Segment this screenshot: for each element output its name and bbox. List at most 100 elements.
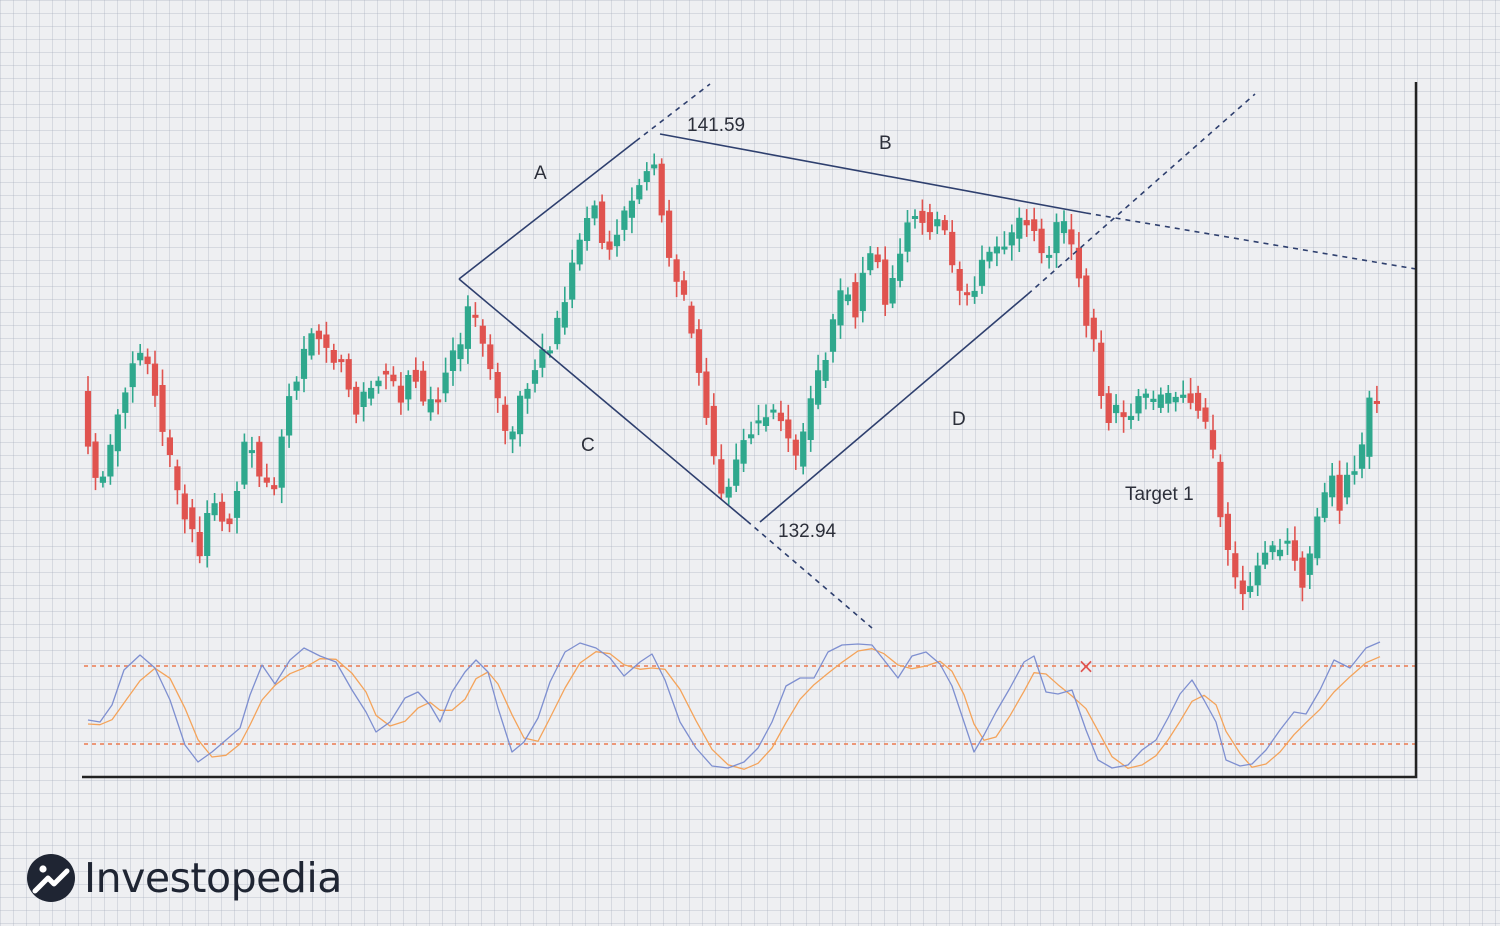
candle-down	[315, 324, 322, 355]
candle-body	[1329, 475, 1336, 498]
candle-up	[1142, 388, 1149, 410]
candle-up	[360, 382, 367, 422]
candle-body	[420, 370, 427, 402]
candle-down	[159, 369, 166, 446]
candle-up	[464, 295, 471, 364]
candle-body	[1195, 392, 1202, 411]
candle-up	[725, 478, 732, 505]
candle-down	[1291, 526, 1298, 571]
candle-body	[606, 241, 613, 250]
candle-body	[1150, 398, 1157, 402]
candle-body	[196, 532, 203, 557]
candle-body	[166, 437, 173, 455]
candle-body	[1068, 229, 1075, 245]
candle-body	[636, 185, 643, 200]
candle-up	[554, 310, 561, 350]
candle-up	[286, 383, 293, 448]
pattern-label-c: C	[581, 435, 595, 456]
candle-down	[882, 246, 889, 316]
candle-up	[621, 206, 628, 241]
candle-body	[956, 269, 963, 291]
candle-down	[435, 387, 442, 415]
candle-body	[219, 501, 226, 522]
candle-down	[710, 393, 717, 465]
candle-up	[934, 211, 941, 234]
price-high-label: 141.59	[687, 115, 745, 136]
candle-body	[1135, 396, 1142, 414]
candle-down	[777, 400, 784, 432]
candle-up	[300, 336, 308, 393]
candle-body	[412, 369, 419, 382]
candle-up	[897, 238, 904, 288]
candle-up	[1127, 403, 1135, 429]
candle-up	[122, 387, 129, 429]
candle-body	[1187, 393, 1194, 403]
candle-up	[457, 332, 464, 372]
candle-down	[703, 357, 710, 425]
candle-body	[1001, 246, 1008, 250]
candle-body	[427, 399, 434, 413]
candle-body	[271, 485, 278, 490]
candle-body	[718, 459, 725, 494]
candle-up	[405, 370, 412, 411]
candle-body	[360, 391, 367, 407]
candle-body	[397, 385, 404, 403]
candle-body	[666, 210, 673, 258]
candle-body	[315, 330, 322, 340]
candle-body	[92, 441, 99, 478]
candle-down	[1232, 541, 1239, 589]
candle-down	[189, 499, 196, 543]
candle-up	[1351, 455, 1358, 485]
candle-down	[1083, 268, 1090, 338]
investopedia-logo-icon	[27, 854, 75, 902]
candle-down	[874, 247, 881, 269]
candle-down	[151, 350, 159, 407]
candle-body	[330, 350, 337, 363]
candle-body	[1314, 516, 1321, 559]
candle-down	[926, 203, 933, 240]
candle-body	[1358, 444, 1366, 469]
trendline-c	[458, 278, 748, 522]
candle-body	[911, 216, 919, 219]
candle-up	[800, 423, 807, 475]
candle-body	[889, 278, 896, 304]
candle-up	[815, 354, 822, 410]
candle-down	[196, 516, 203, 564]
candle-up	[591, 200, 598, 226]
candle-down	[964, 283, 971, 306]
candle-up	[740, 428, 747, 472]
candle-body	[241, 441, 248, 485]
candle-body	[993, 246, 1000, 254]
candle-down	[219, 493, 226, 532]
candle-up	[1284, 528, 1291, 555]
candle-body	[599, 201, 606, 243]
candle-up	[509, 426, 516, 454]
candle-down	[1075, 232, 1082, 288]
candle-up	[233, 481, 241, 534]
candle-up	[1046, 246, 1053, 269]
candle-body	[941, 220, 948, 231]
candle-up	[1157, 387, 1164, 413]
candle-down	[1031, 207, 1038, 242]
candle-body	[1083, 275, 1090, 326]
candle-up	[211, 493, 218, 521]
candle-body	[1165, 393, 1172, 404]
candle-body	[151, 363, 159, 396]
candle-body	[300, 348, 308, 379]
candle-body	[703, 371, 710, 418]
candle-down	[494, 362, 501, 413]
candle-up	[1247, 572, 1254, 598]
candle-body	[1180, 394, 1187, 398]
candle-up	[1262, 541, 1269, 569]
candle-body	[137, 352, 144, 361]
candle-body	[129, 363, 136, 388]
candle-body	[1031, 219, 1038, 231]
candle-up	[1180, 380, 1187, 403]
candle-down	[174, 459, 181, 505]
candle-body	[1157, 394, 1164, 408]
candle-body	[1254, 565, 1261, 586]
candle-down	[792, 434, 799, 470]
candle-up	[978, 245, 986, 294]
candle-down	[263, 463, 270, 488]
candle-body	[286, 396, 293, 436]
